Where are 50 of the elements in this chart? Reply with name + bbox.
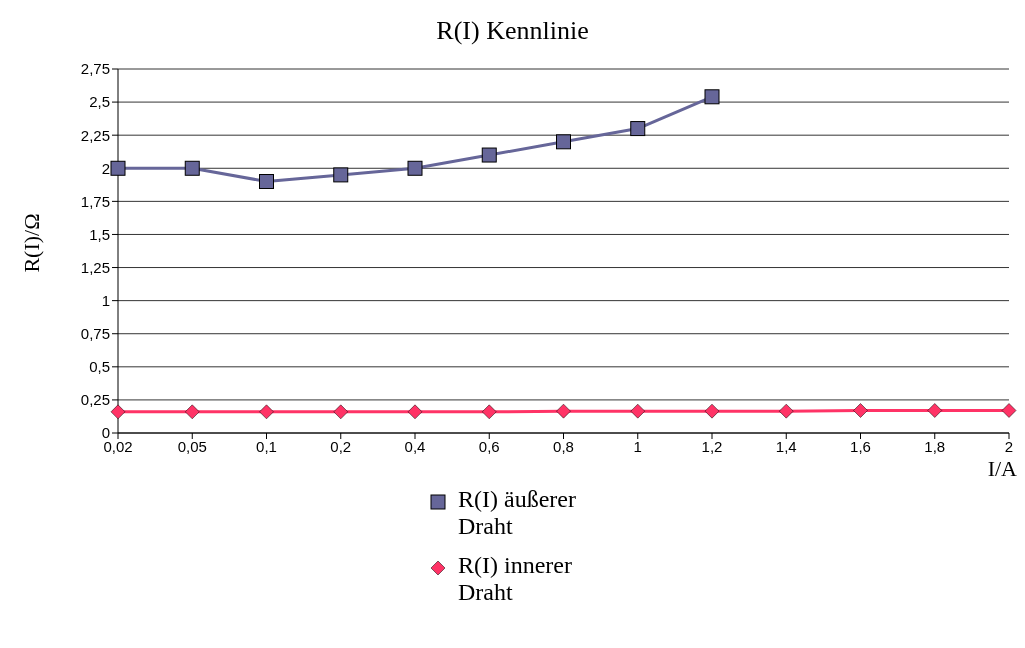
point	[259, 404, 274, 420]
x-tick-label: 0,6	[478, 437, 500, 455]
x-tick-label: 0,05	[177, 437, 207, 455]
point	[853, 403, 868, 418]
legend-label: R(I) innerer Draht	[458, 552, 573, 606]
x-tick-label: 1,4	[775, 437, 797, 455]
y-tick-label: 1	[101, 291, 110, 309]
x-tick-label: 1,6	[850, 437, 871, 455]
x-tick-label: 1,2	[701, 437, 723, 455]
y-tick-label: 1,25	[80, 258, 110, 276]
point	[630, 121, 646, 137]
point	[184, 160, 200, 176]
legend-label: R(I) äußerer Draht	[458, 486, 577, 540]
point	[259, 174, 274, 190]
point	[185, 404, 200, 420]
point	[110, 160, 126, 176]
y-tick-label: 2,5	[89, 93, 110, 111]
y-tick-label: 1,75	[80, 192, 110, 210]
y-tick-label: 2,25	[80, 126, 110, 144]
point	[556, 403, 571, 419]
point	[779, 403, 794, 419]
x-axis-title: I/A	[987, 456, 1017, 482]
point	[704, 89, 720, 105]
point	[333, 404, 348, 420]
point	[482, 404, 497, 420]
point	[1001, 403, 1017, 418]
chart-title: R(I) Kennlinie	[435, 16, 590, 46]
x-tick-label: 0,8	[553, 437, 574, 455]
y-tick-label: 0,75	[80, 325, 110, 343]
point	[481, 147, 497, 163]
point	[333, 167, 349, 183]
x-tick-label: 0,4	[404, 437, 426, 455]
y-tick-label: 0,25	[80, 391, 110, 409]
point	[704, 403, 720, 419]
y-tick-label: 0,5	[89, 358, 110, 376]
y-tick-label: 1,5	[89, 225, 110, 243]
point	[110, 404, 126, 420]
x-tick-label: 2	[1004, 437, 1014, 455]
x-tick-label: 0,2	[330, 437, 352, 455]
point	[407, 160, 423, 176]
point	[927, 403, 942, 418]
x-tick-label: 1	[633, 437, 642, 455]
y-tick-label: 2,75	[80, 60, 110, 78]
x-tick-label: 1,8	[924, 437, 946, 455]
point	[556, 134, 571, 150]
y-axis-title: R(I)/Ω	[19, 212, 45, 275]
y-tick-label: 2	[101, 159, 110, 177]
point	[407, 404, 423, 420]
point	[630, 403, 645, 419]
x-tick-label: 0,1	[256, 437, 277, 455]
